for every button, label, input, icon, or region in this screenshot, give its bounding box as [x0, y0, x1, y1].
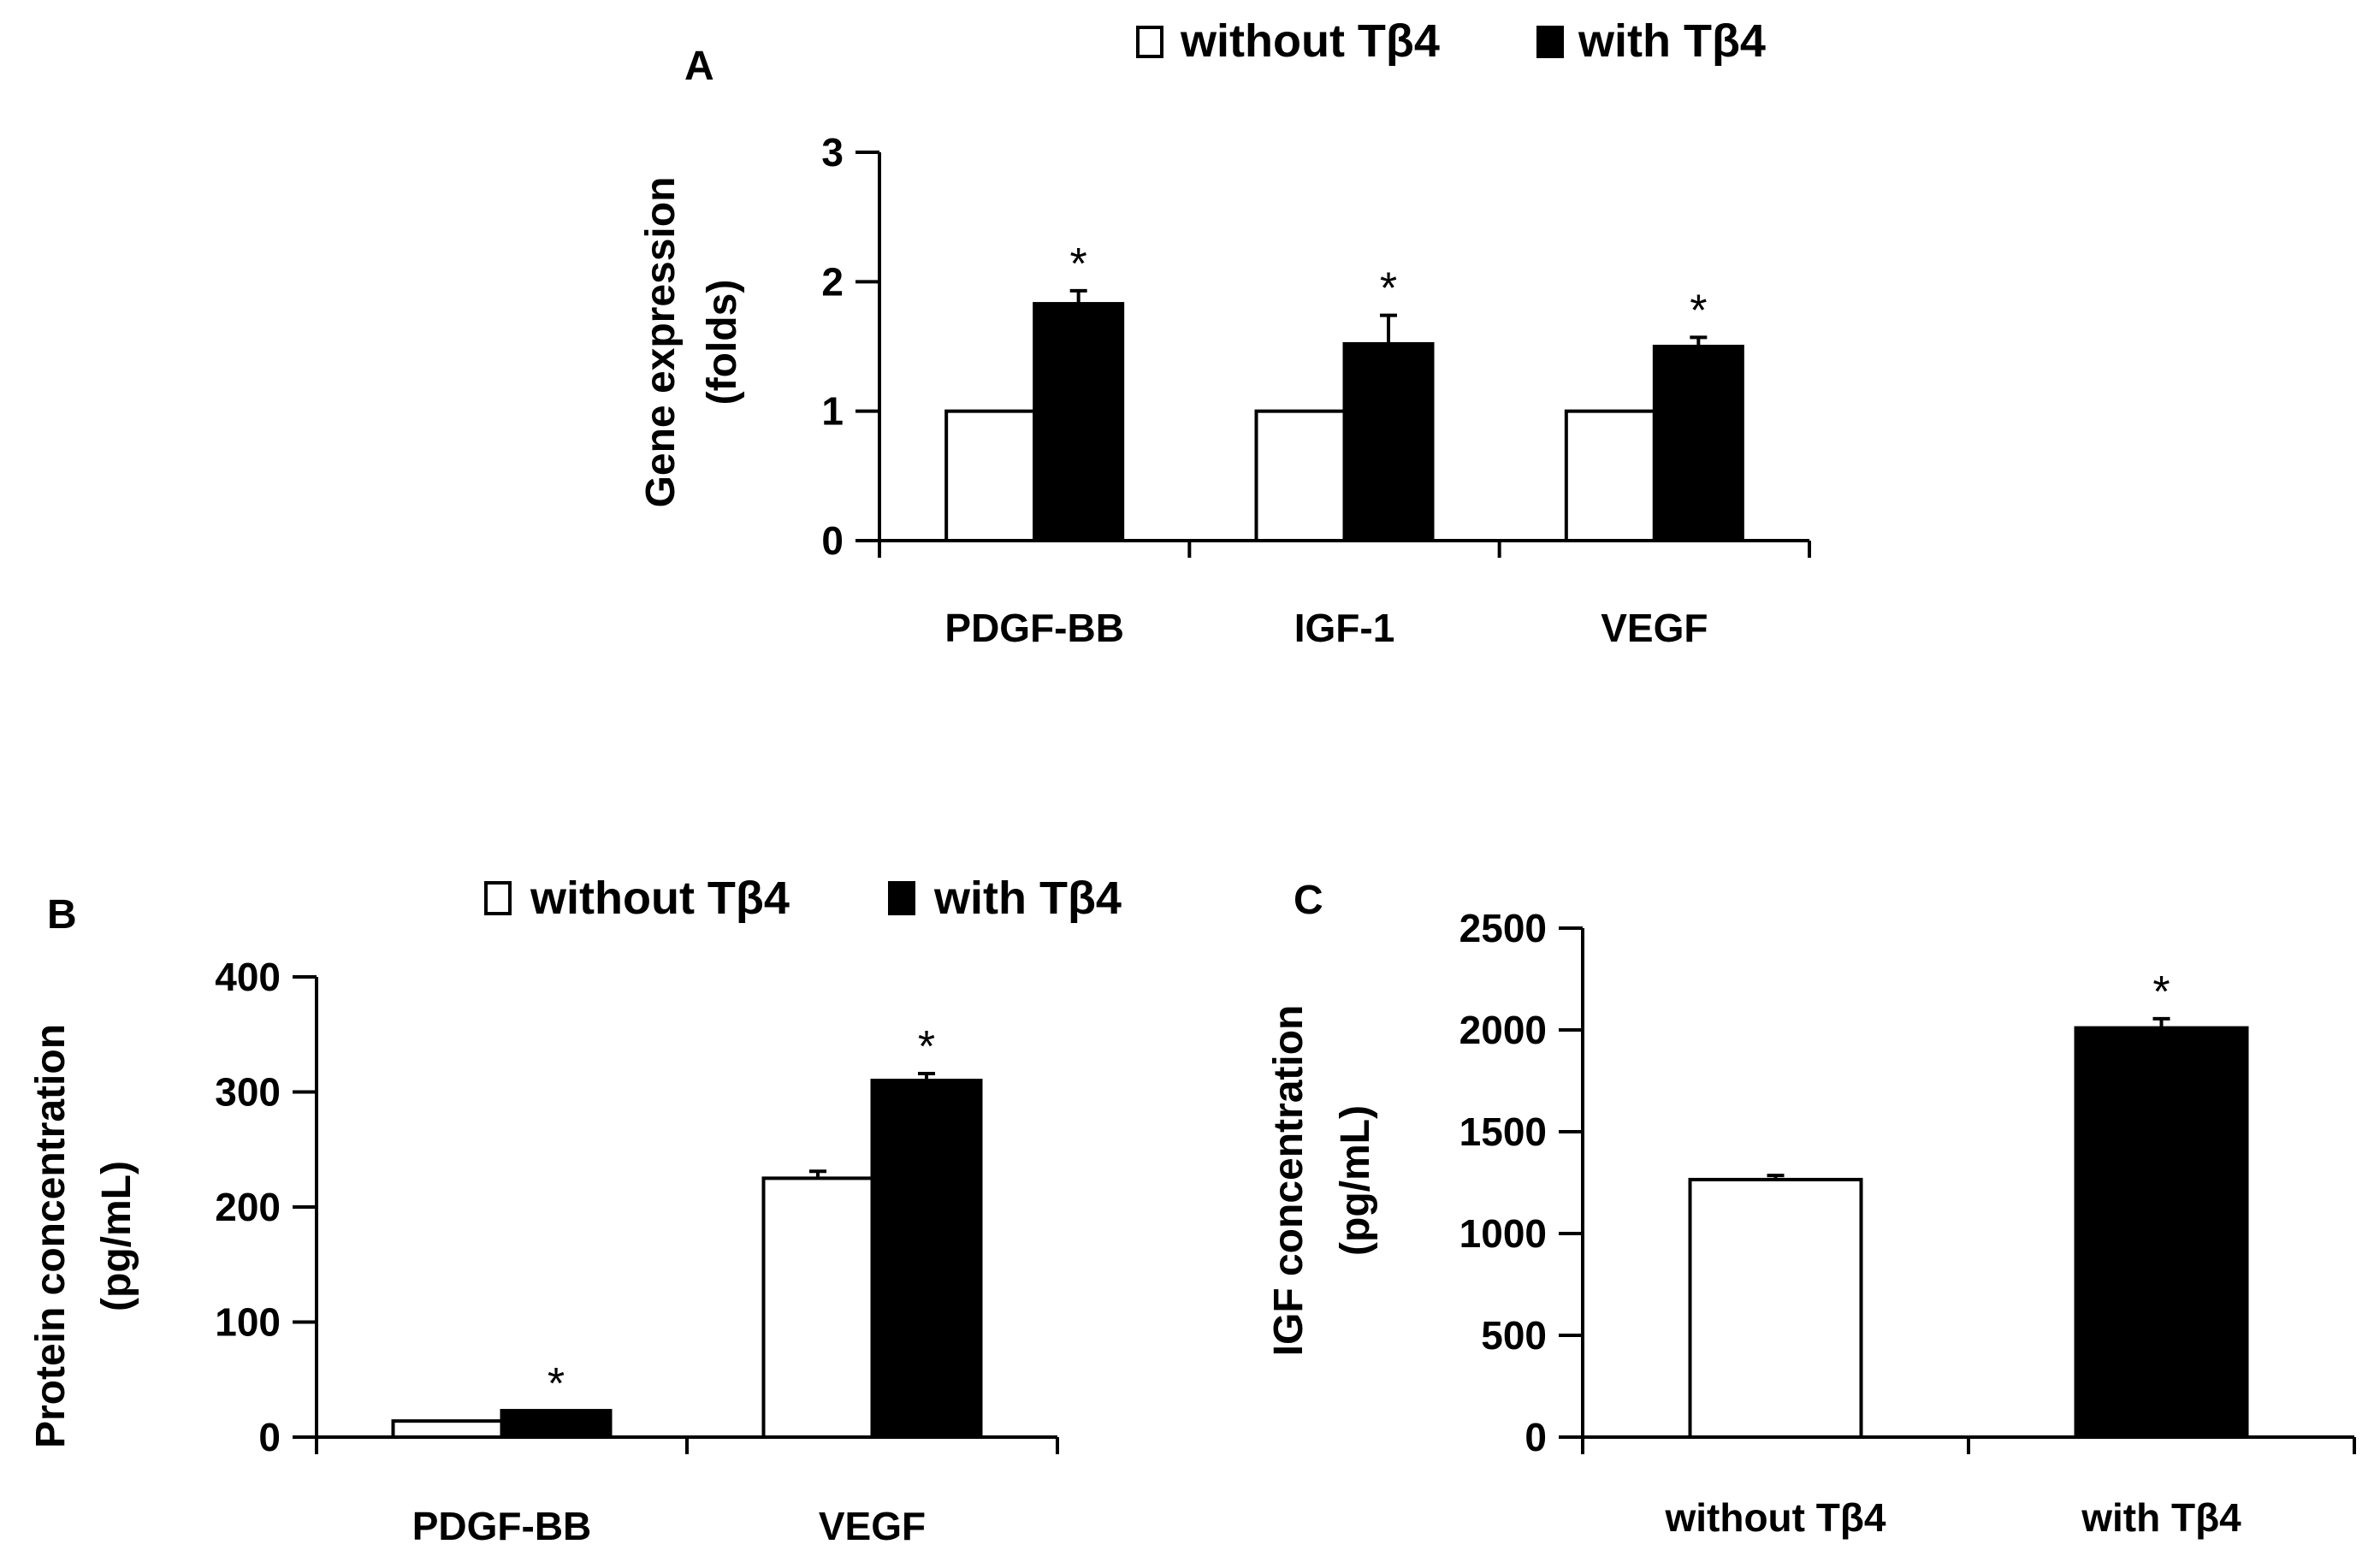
- panel-a-bar-vegf-with: [1652, 345, 1744, 542]
- panel-a-significance-star: *: [1690, 286, 1707, 335]
- panel-b-ylabel-2: (pg/mL): [94, 1161, 139, 1311]
- panel-a-category-label: IGF-1: [1294, 606, 1395, 650]
- panel-a-ytick-label: 1: [821, 389, 844, 434]
- panel-a-legend: without Tβ4 with Tβ4: [1136, 15, 1766, 67]
- panel-b-category-label: PDGF-BB: [412, 1504, 592, 1548]
- panel-a-ylabel-2: (folds): [700, 280, 745, 405]
- legend-a-without-label: without Tβ4: [1180, 15, 1440, 67]
- panel-a-bar-vegf-without: [1564, 409, 1656, 542]
- panel-b-significance-star: *: [548, 1359, 565, 1409]
- panel-c-bar-with-t-4-single: [2074, 1026, 2249, 1439]
- panel-c: C IGF concentration (pg/mL) 0 500 1000 1500…: [1266, 878, 2356, 1540]
- panel-c-bar-without-t-4-single: [1688, 1177, 1863, 1440]
- panel-c-category-label: without Tβ4: [1664, 1495, 1886, 1540]
- panel-c-ytick-label: 1500: [1459, 1109, 1547, 1154]
- panel-c-ytick-label: 0: [1525, 1415, 1547, 1459]
- panel-b-significance-star: *: [918, 1022, 935, 1072]
- panel-c-ylabel-1: IGF concentration: [1266, 1005, 1311, 1357]
- panel-b-ytick-label: 100: [215, 1300, 281, 1345]
- panel-c-significance-star: *: [2152, 967, 2170, 1017]
- legend-b-with-swatch: [888, 881, 915, 915]
- panel-c-plot: 0 500 1000 1500 2000 2500 without Tβ4 * with Tβ4: [1459, 906, 2356, 1540]
- panel-b-bar-pdgf-bb-without: [391, 1419, 504, 1440]
- panel-c-category-label: with Tβ4: [2081, 1495, 2241, 1540]
- panel-b-ytick-label: 300: [215, 1070, 281, 1115]
- panel-b-plot: 0 100 200 300 400 * PDGF-BB * VEGF: [215, 955, 1059, 1548]
- legend-a-with-swatch: [1536, 26, 1564, 58]
- panel-c-label: C: [1294, 878, 1323, 923]
- panel-a-significance-star: *: [1070, 240, 1087, 289]
- panel-b-ytick-label: 400: [215, 955, 281, 999]
- panel-a-bar-igf-1-with: [1342, 341, 1435, 542]
- panel-a-ytick-label: 3: [821, 130, 844, 175]
- panel-b-bar-vegf-without: [761, 1176, 874, 1439]
- panel-c-ylabel-2: (pg/mL): [1333, 1105, 1378, 1256]
- panel-b-ytick-label: 0: [258, 1415, 281, 1459]
- panel-a-category-label: VEGF: [1601, 606, 1708, 650]
- panel-b-label: B: [47, 892, 77, 938]
- panel-a-ytick-label: 2: [821, 259, 844, 304]
- panel-b-category-label: VEGF: [819, 1504, 926, 1548]
- panel-a-category-label: PDGF-BB: [944, 606, 1124, 650]
- panel-b-bar-pdgf-bb-with: [500, 1409, 613, 1439]
- panel-c-ytick-label: 2000: [1459, 1008, 1547, 1052]
- panel-c-ytick-label: 2500: [1459, 906, 1547, 950]
- legend-b-with-label: with Tβ4: [933, 873, 1122, 924]
- panel-b-bar-vegf-with: [870, 1079, 983, 1440]
- legend-a-with-label: with Tβ4: [1578, 15, 1766, 67]
- panel-a-label: A: [684, 44, 714, 89]
- panel-c-ytick-label: 1000: [1459, 1211, 1547, 1256]
- legend-a-without-swatch: [1136, 26, 1163, 58]
- panel-a-bar-pdgf-bb-with: [1033, 302, 1125, 542]
- panel-b-legend: without Tβ4 with Tβ4: [484, 873, 1122, 924]
- panel-c-ytick-label: 500: [1481, 1313, 1547, 1358]
- panel-a-plot: 0 1 2 3 * PDGF-BB * IGF-1 * VEGF: [821, 130, 1811, 650]
- legend-b-without-label: without Tβ4: [530, 873, 790, 924]
- panel-b-ylabel-1: Protein concentration: [28, 1024, 74, 1448]
- panel-a-bar-pdgf-bb-without: [944, 409, 1037, 542]
- panel-a-ytick-label: 0: [821, 518, 844, 563]
- panel-a: A without Tβ4 with Tβ4 Gene expression (…: [638, 15, 1811, 650]
- legend-b-without-swatch: [484, 881, 512, 915]
- panel-a-ylabel-1: Gene expression: [638, 177, 684, 508]
- panel-a-bar-igf-1-without: [1254, 409, 1347, 542]
- panel-b-ytick-label: 200: [215, 1185, 281, 1229]
- panel-a-significance-star: *: [1380, 264, 1397, 314]
- panel-b: B without Tβ4 with Tβ4 Protein concentra…: [28, 873, 1122, 1548]
